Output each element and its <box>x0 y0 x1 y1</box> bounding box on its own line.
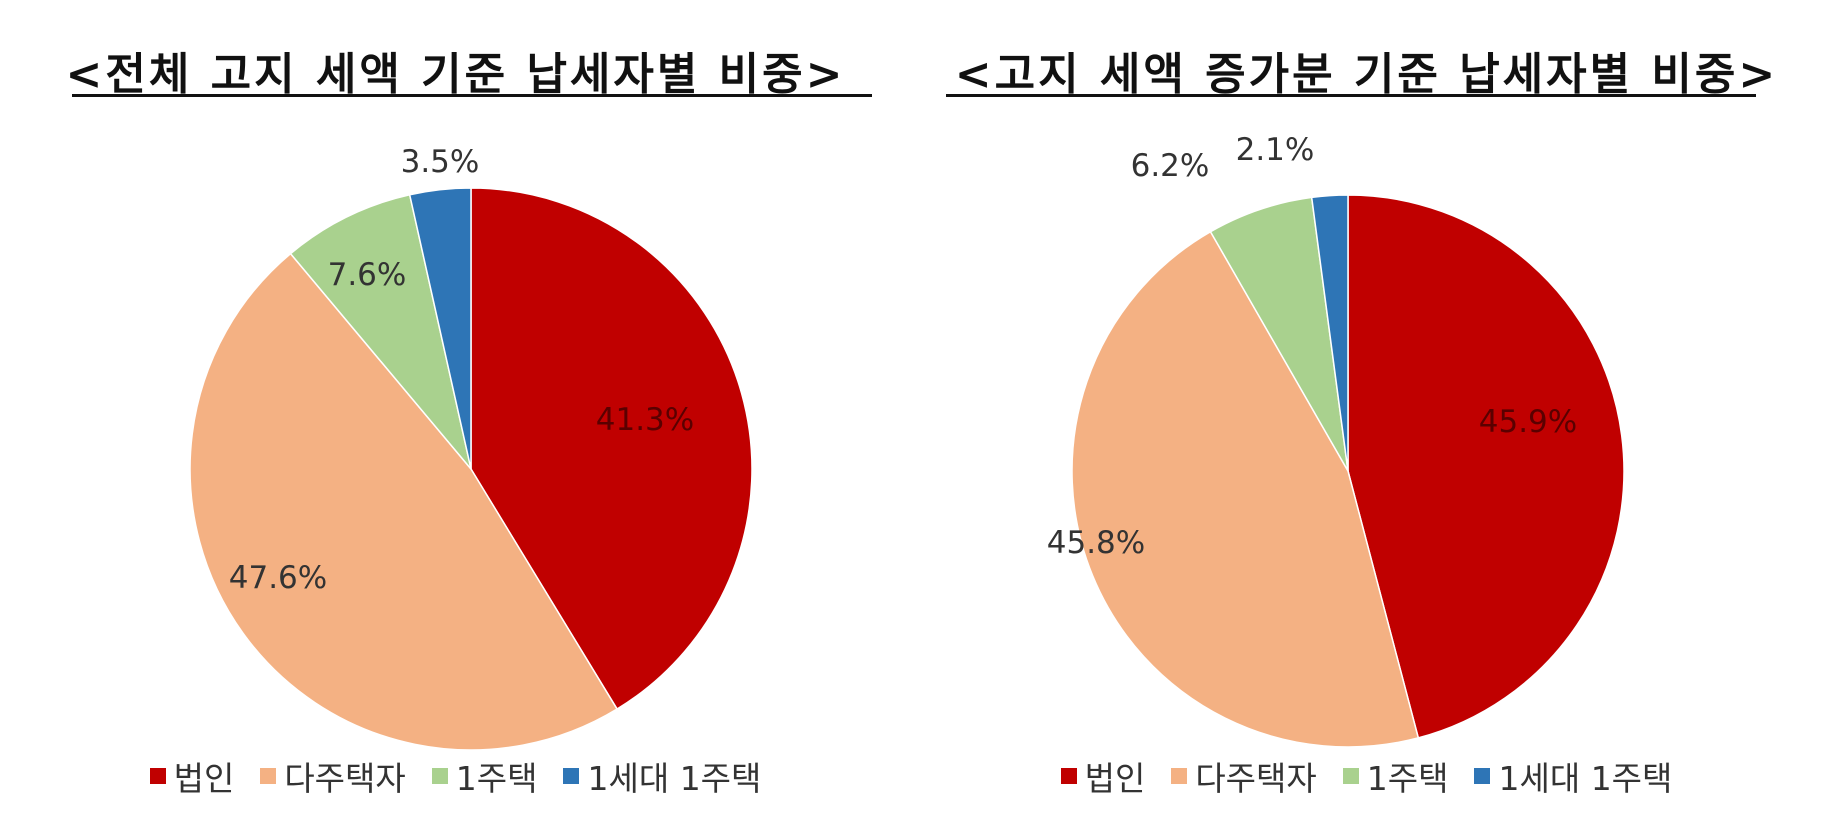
data-label-다주택자: 45.8% <box>1047 525 1145 561</box>
chart-title: <전체 고지 세액 기준 납세자별 비중> <box>65 49 846 100</box>
pie-chart: 41.3% 47.6% 7.6% 3.5% <box>189 144 753 751</box>
legend-swatch <box>1171 768 1188 784</box>
chart-panel-total: <전체 고지 세액 기준 납세자별 비중> 41.3% 47.6% 7.6% 3.5%… <box>0 49 911 800</box>
pie-chart: 45.9% 45.8% 6.2% 2.1% <box>1047 132 1625 748</box>
legend-label: 다주택자 <box>1195 759 1317 798</box>
pie-slice-1세대-1주택 <box>1310 194 1349 472</box>
legend-label: 다주택자 <box>284 759 406 798</box>
chart-title: <고지 세액 증가분 기준 납세자별 비중> <box>954 49 1779 100</box>
data-label-법인: 41.3% <box>596 402 694 438</box>
pie-slice-다주택자 <box>189 252 619 751</box>
legend-item: 1주택 <box>431 752 538 800</box>
data-label-법인: 45.9% <box>1479 404 1577 440</box>
legend-swatch <box>1342 768 1359 784</box>
legend-item: 다주택자 <box>1171 752 1317 800</box>
pie-slice-법인 <box>470 187 753 711</box>
legend-item: 다주택자 <box>260 752 406 800</box>
legend-label: 법인 <box>173 759 235 798</box>
legend-label: 1세대 1주택 <box>1498 759 1673 798</box>
data-label-1주택: 7.6% <box>328 257 407 293</box>
data-label-1세대-1주택: 3.5% <box>401 144 480 180</box>
legend: 법인 다주택자 1주택 1세대 1주택 <box>0 752 911 800</box>
data-label-1주택: 6.2% <box>1131 148 1210 184</box>
legend-swatch <box>260 768 277 784</box>
data-label-1세대-1주택: 2.1% <box>1236 132 1315 168</box>
legend-item: 1주택 <box>1342 752 1449 800</box>
title-underline <box>946 94 1756 97</box>
pie-slice-다주택자 <box>1071 230 1420 748</box>
pie-slice-1세대-1주택 <box>408 187 472 470</box>
chart-panel-increase: <고지 세액 증가분 기준 납세자별 비중> 45.9% 45.8% 6.2% 2.1… <box>911 0 1822 838</box>
legend-item: 1세대 1주택 <box>563 752 761 800</box>
pie-slice-1주택 <box>289 193 472 470</box>
legend-swatch <box>431 768 448 784</box>
legend-swatch <box>149 768 166 784</box>
legend: 법인 다주택자 1주택 1세대 1주택 <box>911 752 1822 800</box>
legend-label: 1주택 <box>455 759 538 798</box>
legend-swatch <box>1474 768 1491 784</box>
legend-item: 법인 <box>1060 752 1146 800</box>
legend-label: 1주택 <box>1366 759 1449 798</box>
legend-item: 법인 <box>149 752 235 800</box>
legend-label: 법인 <box>1084 759 1146 798</box>
title-underline <box>72 94 872 97</box>
legend-item: 1세대 1주택 <box>1474 752 1672 800</box>
legend-swatch <box>563 768 580 784</box>
legend-label: 1세대 1주택 <box>587 759 762 798</box>
legend-swatch <box>1060 768 1077 784</box>
pie-slice-법인 <box>1347 194 1625 739</box>
data-label-다주택자: 47.6% <box>229 560 327 596</box>
